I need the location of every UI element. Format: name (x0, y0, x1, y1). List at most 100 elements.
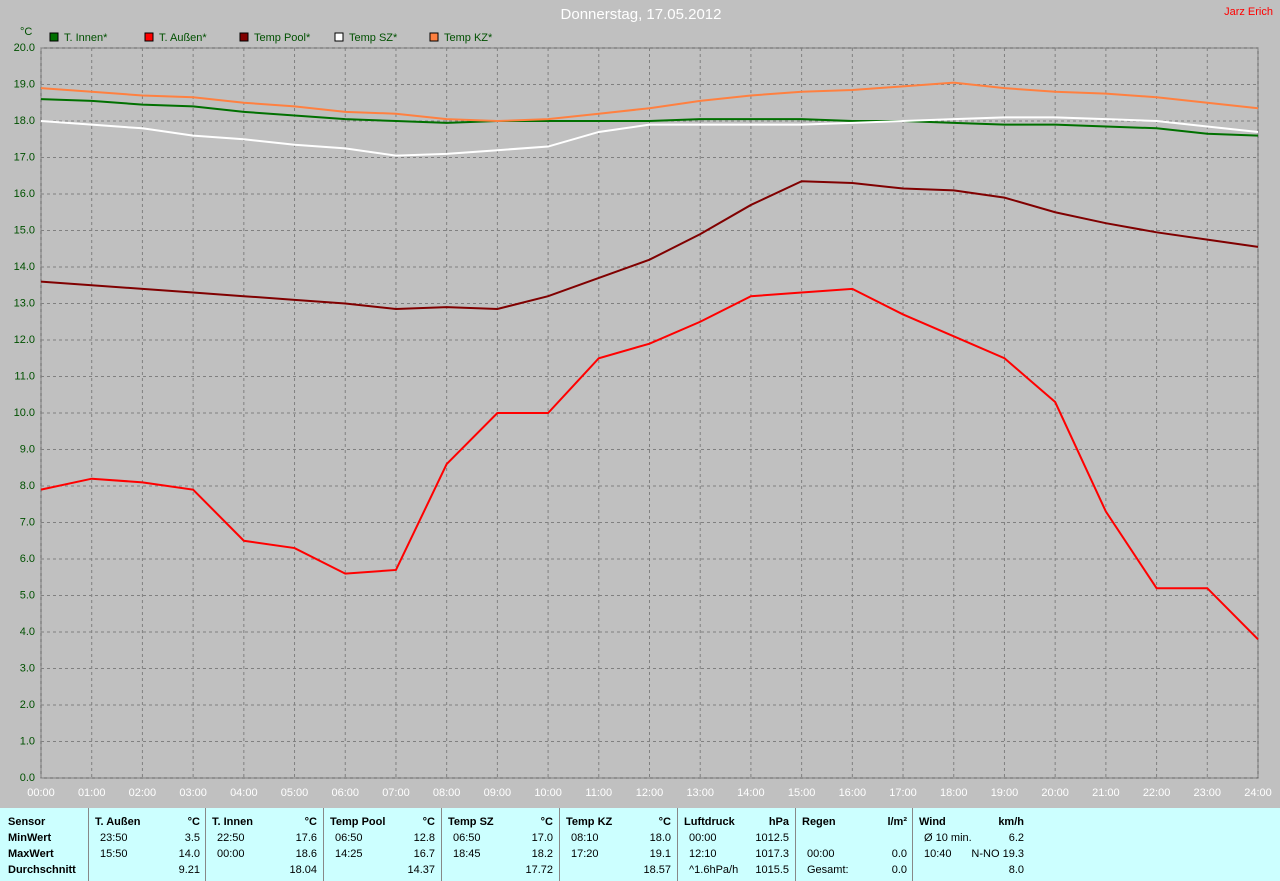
legend-swatch (239, 32, 249, 42)
table-cell: 18.04 (289, 864, 317, 876)
legend-label: T. Innen* (64, 32, 108, 44)
legend-swatch (144, 32, 154, 42)
y-tick-label: 18.0 (14, 115, 35, 127)
y-tick-label: 8.0 (20, 480, 35, 492)
author: Jarz Erich (1224, 6, 1273, 18)
table-cell: 06:50 (335, 832, 363, 844)
column-separator (559, 808, 560, 881)
table-cell: MinWert (8, 832, 52, 844)
table-cell: 18:45 (453, 848, 481, 860)
table-cell: Temp KZ (566, 816, 613, 828)
table-cell: 9.21 (178, 864, 200, 876)
table-cell: 6.2 (1008, 832, 1024, 844)
table-cell: 0.0 (891, 864, 907, 876)
x-tick-label: 15:00 (788, 787, 816, 799)
table-cell: Gesamt: (807, 864, 849, 876)
legend-label: Temp Pool* (254, 32, 311, 44)
table-cell: 18.2 (531, 848, 553, 860)
table-cell: Ø 10 min. (924, 832, 972, 844)
x-tick-label: 14:00 (737, 787, 765, 799)
x-tick-label: 04:00 (230, 787, 258, 799)
table-cell: 00:00 (689, 832, 717, 844)
table-cell: Durchschnitt (8, 864, 76, 876)
summary-table: Sensor T. Außen °C T. Innen °C Temp Pool °C Tem… (0, 808, 1280, 881)
table-cell: 06:50 (453, 832, 481, 844)
y-tick-label: 17.0 (14, 151, 35, 163)
table-cell: T. Innen (212, 816, 253, 828)
x-tick-label: 09:00 (484, 787, 512, 799)
column-separator (88, 808, 89, 881)
table-cell: 23:50 (100, 832, 128, 844)
y-tick-label: 14.0 (14, 261, 35, 273)
x-tick-label: 08:00 (433, 787, 461, 799)
table-cell: 1012.5 (755, 832, 789, 844)
table-cell: 17.6 (295, 832, 317, 844)
table-cell: N-NO 19.3 (971, 848, 1024, 860)
x-tick-label: 00:00 (27, 787, 55, 799)
legend-swatch (429, 32, 439, 42)
x-tick-label: 24:00 (1244, 787, 1272, 799)
table-cell: 12:10 (689, 848, 717, 860)
table-cell: 00:00 (217, 848, 245, 860)
y-tick-label: 10.0 (14, 407, 35, 419)
table-cell: °C (540, 816, 553, 828)
x-tick-label: 19:00 (991, 787, 1019, 799)
table-cell: 00:00 (807, 848, 835, 860)
y-tick-label: 4.0 (20, 626, 35, 638)
table-cell: Regen (802, 816, 836, 828)
table-cell: 22:50 (217, 832, 245, 844)
table-cell: 14:25 (335, 848, 363, 860)
table-cell: 18.57 (643, 864, 671, 876)
table-cell: °C (187, 816, 200, 828)
x-tick-label: 18:00 (940, 787, 968, 799)
table-cell: 17.0 (531, 832, 553, 844)
table-cell: 16.7 (413, 848, 435, 860)
series-line (40, 98, 1259, 137)
y-axis-label: °C (20, 26, 32, 38)
column-separator (441, 808, 442, 881)
y-tick-label: 7.0 (20, 516, 35, 528)
chart: Donnerstag, 17.05.2012 Jarz Erich °C 0.0… (14, 6, 1273, 799)
table-cell: 18.0 (649, 832, 671, 844)
x-tick-label: 01:00 (78, 787, 106, 799)
y-tick-label: 13.0 (14, 297, 35, 309)
y-tick-label: 1.0 (20, 735, 35, 747)
chart-title: Donnerstag, 17.05.2012 (561, 6, 722, 23)
table-cell: 3.5 (184, 832, 200, 844)
table-cell: 18.6 (295, 848, 317, 860)
x-tick-label: 05:00 (281, 787, 309, 799)
table-cell: Sensor (8, 816, 46, 828)
table-cell: °C (304, 816, 317, 828)
column-separator (677, 808, 678, 881)
x-tick-label: 16:00 (839, 787, 867, 799)
legend-label: T. Außen* (159, 32, 207, 44)
x-tick-label: 22:00 (1143, 787, 1171, 799)
y-tick-label: 3.0 (20, 662, 35, 674)
series-line (40, 116, 1259, 157)
series-line (40, 180, 1259, 310)
y-tick-label: 9.0 (20, 443, 35, 455)
table-cell: °C (422, 816, 435, 828)
y-tick-label: 0.0 (20, 772, 35, 784)
table-cell: l/m² (887, 816, 907, 828)
legend-label: Temp SZ* (349, 32, 398, 44)
table-cell: 14.37 (407, 864, 435, 876)
x-tick-label: 13:00 (686, 787, 714, 799)
table-cell: 1015.5 (755, 864, 789, 876)
table-cell: hPa (768, 816, 789, 828)
x-tick-label: 07:00 (382, 787, 410, 799)
table-cell: 17.72 (525, 864, 553, 876)
x-tick-label: 21:00 (1092, 787, 1120, 799)
table-cell: 12.8 (413, 832, 435, 844)
table-cell: 14.0 (178, 848, 200, 860)
x-tick-label: 20:00 (1041, 787, 1069, 799)
table-cell: 15:50 (100, 848, 128, 860)
column-separator (912, 808, 913, 881)
table-cell: °C (658, 816, 671, 828)
x-tick-label: 17:00 (889, 787, 917, 799)
table-cell: MaxWert (8, 848, 54, 860)
y-tick-label: 19.0 (14, 78, 35, 90)
table-cell: Temp SZ (448, 816, 494, 828)
table-cell: km/h (998, 816, 1024, 828)
